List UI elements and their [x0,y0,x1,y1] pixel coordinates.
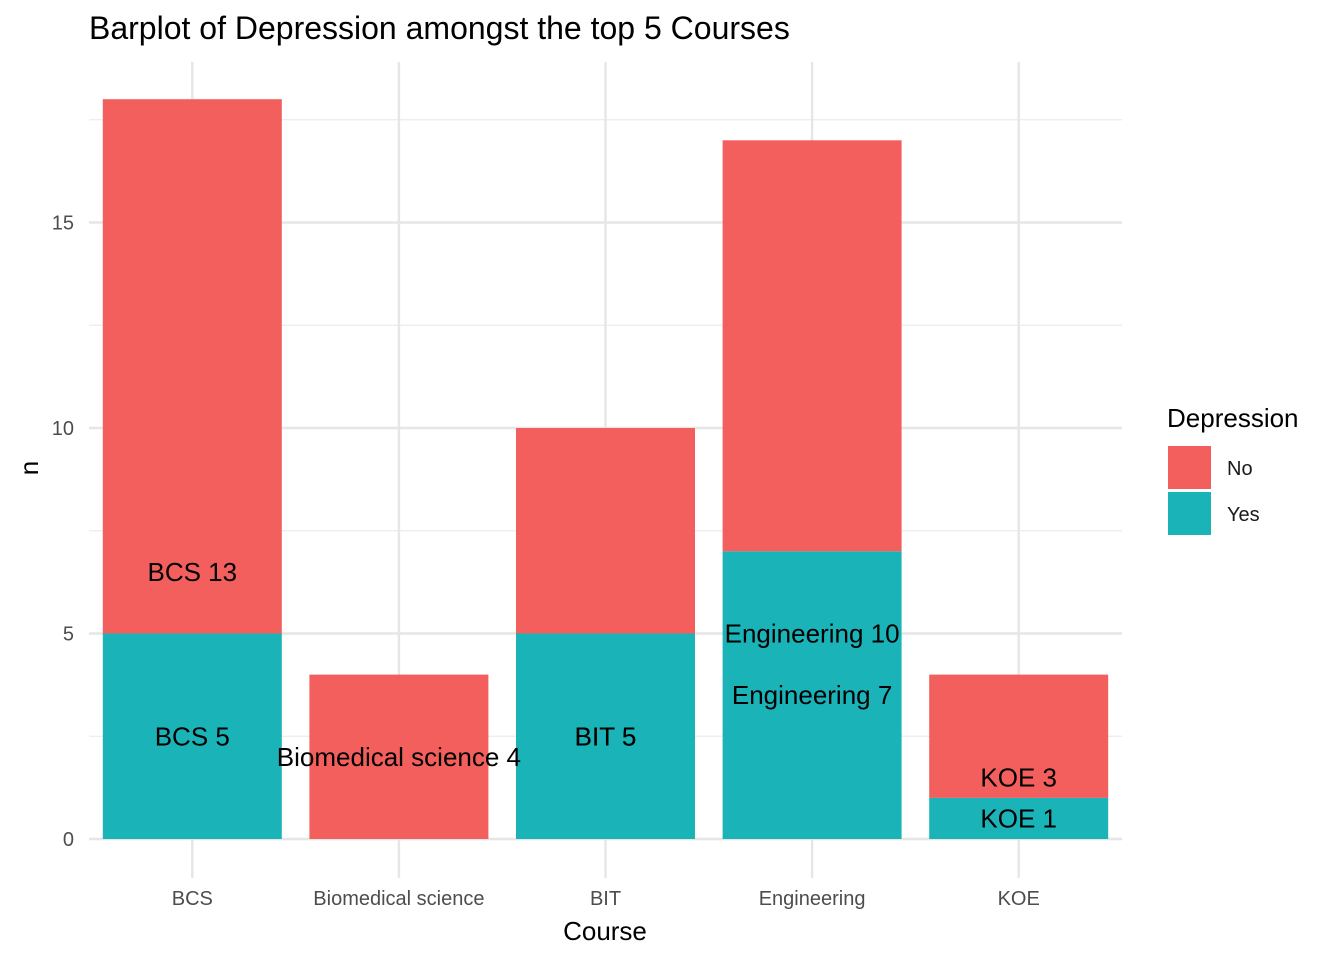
bars [102,99,1109,839]
bar-yes [102,633,282,839]
x-tick-label: KOE [998,888,1040,910]
y-tick-label: 5 [63,624,74,646]
bar-no [929,674,1109,798]
bar-label-no: KOE 3 [980,762,1057,792]
legend: Depression No Yes [1167,403,1299,535]
x-tick-label: BIT [590,888,621,910]
bar-label-yes: KOE 1 [980,803,1057,833]
bar-label-yes: BCS 5 [155,721,230,751]
bar-label-no: BIT 5 [575,721,637,751]
x-tick-label: Biomedical science [313,888,484,910]
legend-title: Depression [1167,403,1299,433]
y-tick-label: 0 [63,829,74,851]
y-tick-label: 10 [52,418,74,440]
bar-yes [516,633,695,839]
bar-label-yes: BIT 5 [575,721,637,751]
y-tick-label: 15 [52,213,74,235]
x-axis-title: Course [563,916,647,946]
bar-no [309,674,489,839]
bar-no [102,99,282,634]
legend-label-yes: Yes [1227,504,1260,526]
chart-title: Barplot of Depression amongst the top 5 … [89,10,790,46]
x-tick-label: BCS [172,888,213,910]
x-tick-label: Engineering [759,888,866,910]
y-axis-title: n [14,461,44,475]
bar-label-no: BCS 13 [147,557,237,587]
legend-key-yes [1168,492,1211,535]
bar-label-yes: Engineering 7 [732,680,892,710]
x-axis-ticks: BCS Biomedical science BIT Engineering KOE [172,888,1040,910]
bar-label-no: Biomedical science 4 [277,742,521,772]
legend-key-no [1168,446,1211,489]
bar-label-no: Engineering 10 [725,619,900,649]
bar-yes [929,797,1109,839]
y-axis-ticks: 0 5 10 15 [52,213,74,852]
bar-no [722,140,902,552]
bar-yes [722,551,902,839]
legend-label-no: No [1227,458,1253,480]
bar-no [516,428,695,634]
